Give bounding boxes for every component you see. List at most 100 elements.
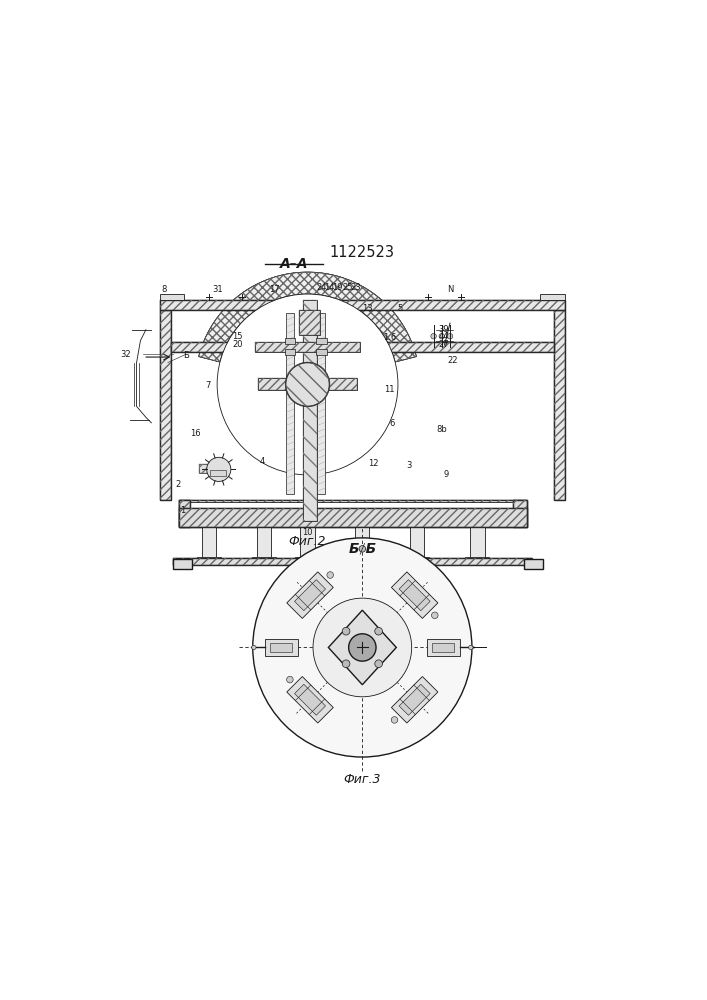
Polygon shape: [295, 580, 325, 611]
Polygon shape: [199, 272, 416, 362]
Text: Б–Б: Б–Б: [349, 542, 376, 556]
Bar: [410, 526, 424, 559]
Circle shape: [252, 645, 256, 650]
Circle shape: [349, 634, 376, 661]
Bar: [179, 508, 527, 527]
Bar: [199, 464, 211, 473]
Bar: [284, 349, 296, 355]
Text: 1: 1: [180, 506, 185, 515]
Bar: [252, 557, 276, 564]
Polygon shape: [399, 580, 430, 611]
Text: 16: 16: [190, 429, 201, 438]
Text: 12: 12: [368, 459, 378, 468]
Circle shape: [286, 676, 293, 683]
Text: 1.6: 1.6: [383, 333, 397, 342]
Text: 25: 25: [342, 283, 353, 292]
Bar: [197, 557, 221, 564]
Polygon shape: [270, 643, 292, 652]
Bar: [179, 500, 527, 527]
Bar: [258, 378, 357, 390]
Bar: [296, 557, 320, 564]
Text: 5: 5: [397, 304, 402, 313]
Bar: [524, 559, 543, 569]
Bar: [170, 342, 554, 352]
Text: 1122523: 1122523: [330, 245, 395, 260]
Bar: [470, 526, 484, 559]
Bar: [513, 500, 527, 527]
Bar: [350, 557, 375, 564]
Text: 11: 11: [385, 385, 395, 394]
Polygon shape: [199, 272, 416, 362]
Bar: [284, 338, 296, 344]
Circle shape: [327, 572, 334, 578]
Circle shape: [472, 646, 474, 649]
Bar: [170, 342, 554, 352]
Bar: [299, 310, 320, 335]
Text: 9: 9: [443, 470, 449, 479]
Text: 20: 20: [232, 340, 243, 349]
Circle shape: [253, 538, 472, 757]
Text: Фиг.3: Фиг.3: [344, 773, 381, 786]
Polygon shape: [265, 639, 298, 656]
Text: 6: 6: [390, 419, 395, 428]
Circle shape: [375, 627, 382, 635]
Bar: [189, 502, 513, 508]
Text: 2: 2: [175, 480, 180, 489]
Text: 31: 31: [212, 285, 223, 294]
Text: N: N: [447, 285, 453, 294]
Circle shape: [206, 457, 230, 481]
Bar: [179, 508, 527, 527]
Circle shape: [469, 645, 473, 650]
Polygon shape: [392, 572, 438, 618]
Bar: [173, 558, 532, 565]
Bar: [286, 313, 294, 494]
Text: 19: 19: [332, 283, 342, 292]
Polygon shape: [427, 639, 460, 656]
Bar: [405, 557, 429, 564]
Bar: [173, 558, 532, 565]
Text: 14: 14: [325, 283, 334, 292]
Bar: [317, 313, 325, 494]
Text: А–А: А–А: [279, 257, 308, 271]
Text: 32: 32: [120, 350, 131, 359]
Circle shape: [217, 294, 398, 475]
Text: 8b: 8b: [436, 425, 447, 434]
Bar: [160, 310, 170, 500]
Bar: [554, 310, 565, 500]
Polygon shape: [399, 684, 430, 715]
Circle shape: [431, 333, 436, 339]
Bar: [179, 500, 189, 527]
Text: 23: 23: [350, 283, 361, 292]
Bar: [316, 349, 327, 355]
Circle shape: [448, 333, 452, 339]
Bar: [316, 338, 327, 344]
Bar: [160, 300, 565, 310]
Bar: [255, 342, 360, 352]
Bar: [513, 500, 527, 527]
Bar: [160, 294, 185, 300]
Text: 10: 10: [303, 528, 312, 537]
Bar: [299, 310, 320, 335]
Bar: [201, 526, 216, 559]
Text: 39: 39: [438, 325, 449, 334]
Text: 24: 24: [316, 283, 327, 292]
Text: Фиг.2: Фиг.2: [288, 535, 327, 548]
Bar: [179, 500, 189, 527]
Text: 27: 27: [438, 340, 449, 349]
Text: 7: 7: [205, 381, 211, 390]
Bar: [173, 559, 192, 569]
Bar: [465, 557, 489, 564]
Bar: [303, 300, 317, 521]
Bar: [303, 300, 317, 521]
Polygon shape: [328, 610, 397, 685]
Bar: [199, 464, 211, 473]
Text: 8: 8: [161, 285, 167, 294]
Circle shape: [286, 363, 329, 406]
Text: 44: 44: [438, 332, 449, 341]
Circle shape: [342, 660, 350, 668]
Circle shape: [439, 333, 445, 339]
Circle shape: [313, 598, 411, 697]
Text: 15: 15: [232, 332, 243, 341]
Bar: [255, 342, 360, 352]
Circle shape: [342, 627, 350, 635]
